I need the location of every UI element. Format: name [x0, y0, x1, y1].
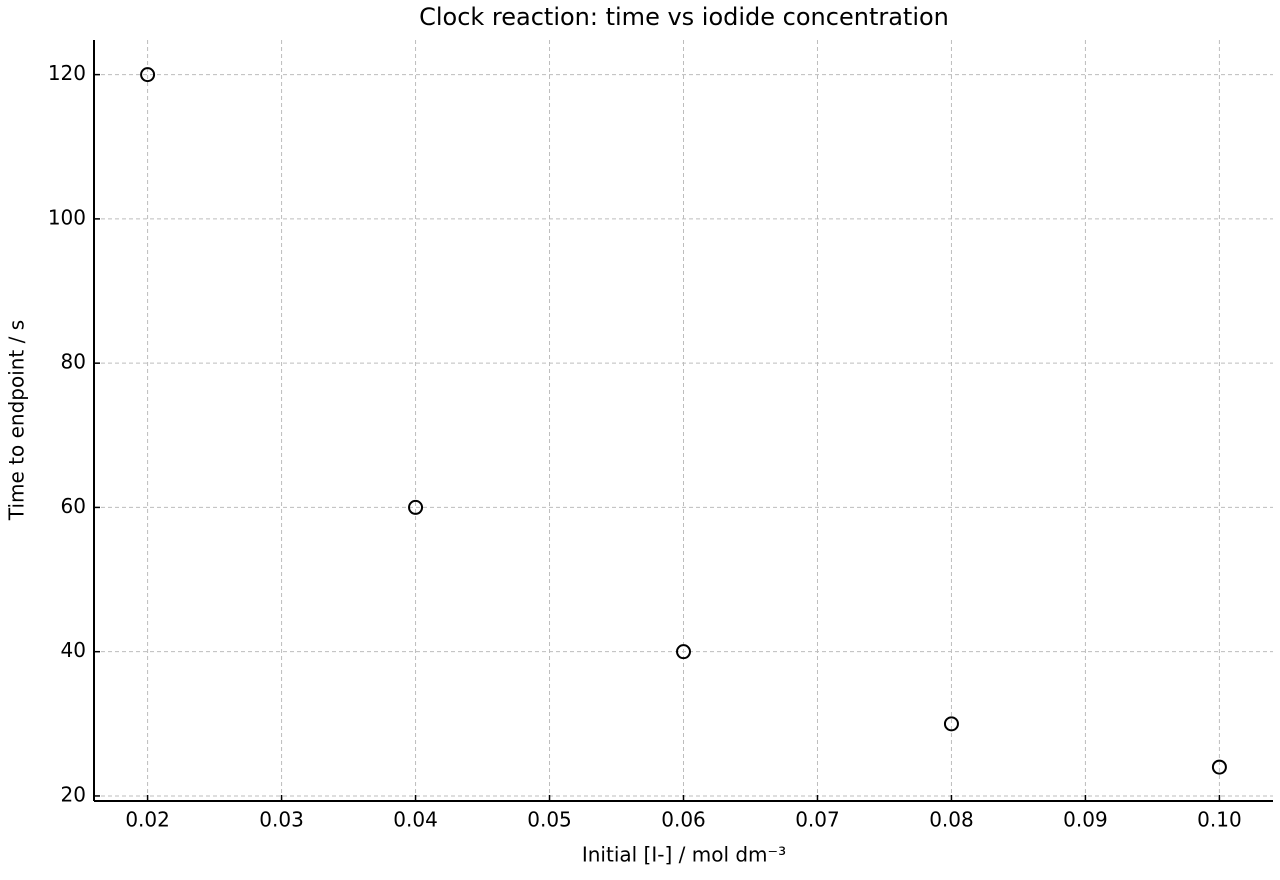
- data-point: [140, 67, 156, 83]
- x-tick-label: 0.04: [393, 808, 438, 832]
- y-tick-label: 60: [61, 494, 86, 518]
- y-tick-label: 120: [48, 61, 86, 85]
- data-point: [408, 499, 424, 515]
- x-tick-label: 0.10: [1197, 808, 1242, 832]
- y-axis-label: Time to endpoint / s: [5, 320, 29, 521]
- data-point: [943, 716, 959, 732]
- x-tick-label: 0.06: [661, 808, 706, 832]
- x-axis-label: Initial [I-] / mol dm⁻³: [582, 843, 786, 867]
- data-point: [1211, 759, 1227, 775]
- chart-title: Clock reaction: time vs iodide concentra…: [419, 3, 949, 31]
- y-tick-label: 40: [61, 638, 86, 662]
- x-tick-label: 0.08: [929, 808, 974, 832]
- x-tick-label: 0.05: [527, 808, 572, 832]
- y-tick-label: 20: [61, 782, 86, 806]
- y-tick-label: 100: [48, 205, 86, 229]
- y-tick-label: 80: [61, 350, 86, 374]
- x-tick-label: 0.07: [795, 808, 840, 832]
- x-tick-label: 0.03: [259, 808, 304, 832]
- x-tick-label: 0.09: [1063, 808, 1108, 832]
- data-point: [676, 644, 691, 660]
- x-tick-label: 0.02: [125, 808, 170, 832]
